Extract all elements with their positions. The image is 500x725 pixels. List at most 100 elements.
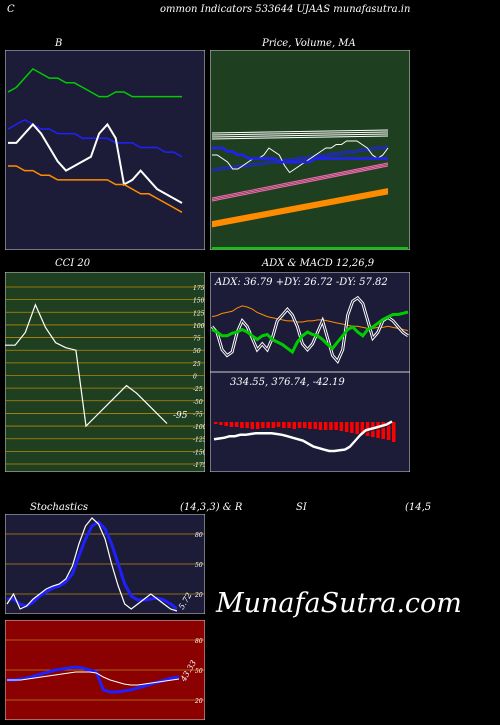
cci-last-value: -95	[173, 411, 188, 421]
bollinger-line-0	[7, 67, 182, 98]
bollinger-line-3	[8, 165, 183, 213]
price-ma-band-line	[211, 129, 389, 134]
macd-histogram-bar	[255, 422, 260, 429]
price-ma-line-0	[212, 140, 389, 174]
macd-histogram-bar	[381, 422, 385, 439]
rsi-title: SI	[296, 502, 307, 513]
macd-histogram-bar	[287, 422, 291, 428]
macd-histogram-bar	[282, 422, 286, 428]
macd-histogram-bar	[276, 422, 281, 427]
rsi-params: (14,5	[405, 502, 432, 513]
adx-orange-line	[211, 305, 409, 332]
bollinger-line-2	[8, 122, 183, 204]
cci-tick-label: -75	[193, 411, 203, 418]
macd-histogram-bar	[323, 422, 328, 430]
macd-histogram-bar	[392, 422, 396, 442]
price-ma-band-line	[211, 145, 389, 170]
macd-values-text: 334.55, 376.74, -42.19	[230, 377, 345, 388]
cci-title: CCI 20	[55, 258, 91, 269]
macd-histogram-bar	[318, 422, 323, 430]
cci-tick-label: 100	[193, 323, 205, 330]
price-ma-band-line	[211, 135, 389, 140]
stochastics-tick-label: 50	[195, 562, 203, 569]
rsi-tick-label: 80	[195, 638, 203, 645]
cci-tick-label: 175	[193, 285, 205, 292]
macd-histogram-bar	[297, 422, 302, 428]
adx-macd-title: ADX & MACD 12,26,9	[262, 258, 375, 269]
adx-plus-di-line	[211, 310, 409, 355]
cci-tick-label: 50	[193, 348, 201, 355]
cci-tick-label: 150	[193, 298, 205, 305]
rsi-ma-line	[7, 671, 180, 686]
macd-histogram-bar	[339, 422, 344, 431]
cci-tick-label: -100	[193, 424, 205, 431]
macd-histogram-bar	[250, 422, 255, 429]
macd-histogram-bar	[292, 422, 296, 429]
price-ma-band-line	[211, 165, 389, 202]
header-left-letter: C	[7, 4, 15, 15]
bollinger-background	[5, 50, 205, 250]
macd-histogram-bar	[240, 422, 244, 428]
macd-histogram-bar	[344, 422, 349, 432]
macd-histogram-bar	[360, 422, 365, 435]
macd-histogram-bar	[234, 422, 239, 427]
bollinger-chart	[5, 50, 205, 250]
macd-histogram-bar	[329, 422, 333, 430]
macd-histogram-bar	[386, 422, 391, 440]
adx-chart: ADX: 36.79 +DY: 26.72 -DY: 57.82	[210, 272, 410, 372]
macd-histogram-bar	[355, 422, 359, 434]
adx-minus-di-inner	[211, 297, 409, 363]
macd-histogram-bar	[224, 422, 228, 426]
macd-histogram-bar	[245, 422, 249, 428]
rsi-line	[7, 665, 180, 694]
cci-tick-label: 0	[193, 374, 197, 381]
cci-tick-label: -50	[193, 399, 203, 406]
price-ma-band-line	[211, 188, 389, 223]
stochastics-tick-label: 20	[194, 592, 203, 599]
macd-histogram-bar	[229, 422, 234, 427]
stochastics-tick-label: 80	[195, 532, 203, 539]
macd-histogram-bar	[214, 422, 218, 424]
stochastics-d-line	[7, 520, 178, 611]
cci-tick-label: -25	[193, 386, 203, 393]
price-ma-line-1	[212, 146, 388, 164]
adx-values-text: ADX: 36.79 +DY: 26.72 -DY: 57.82	[214, 277, 388, 288]
macd-histogram-bar	[376, 422, 380, 438]
macd-histogram-bar	[271, 422, 276, 428]
stochastics-k-line	[6, 517, 178, 612]
stochastics-params: (14,3,3) & R	[180, 502, 243, 513]
rsi-tick-label: 50	[195, 668, 203, 675]
price-ma-band-line	[211, 164, 389, 200]
macd-histogram-bar	[334, 422, 338, 430]
macd-signal-line	[213, 423, 393, 454]
bollinger-line-1	[7, 118, 183, 158]
price-ma-band-line	[211, 189, 389, 225]
cci-tick-label: 125	[193, 310, 205, 317]
macd-chart: 334.55, 376.74, -42.19	[210, 372, 410, 472]
price-ma-band-line	[211, 162, 389, 199]
cci-tick-label: -175	[193, 462, 205, 469]
cci-tick-label: -125	[193, 437, 205, 444]
cci-background	[5, 272, 205, 472]
price-ma-chart	[210, 50, 410, 250]
macd-histogram-bar	[266, 422, 270, 428]
price-ma-band-line	[211, 191, 389, 226]
macd-histogram-bar	[350, 422, 354, 433]
macd-histogram-bar	[303, 422, 307, 428]
macd-histogram-bar	[308, 422, 312, 429]
cci-chart: 175 150 125 100 75 50 25 0 -25 -50 -75 -100 -125 -150…	[5, 272, 205, 472]
cci-tick-label: -150	[193, 449, 205, 456]
macd-line	[213, 420, 393, 453]
rsi-tick-label: 20	[194, 698, 203, 705]
macd-histogram-bar	[313, 422, 317, 429]
price-ma-band-line	[211, 131, 389, 136]
cci-tick-label: 25	[192, 361, 201, 368]
watermark-text: MunafaSutra.com	[216, 588, 462, 619]
stochastics-title: Stochastics	[30, 502, 88, 513]
price-ma-title: Price, Volume, MA	[262, 38, 356, 49]
page-title: ommon Indicators 533644 UJAAS munafasutr…	[160, 4, 411, 15]
cci-line	[5, 303, 168, 428]
cci-tick-label: 75	[193, 336, 201, 343]
